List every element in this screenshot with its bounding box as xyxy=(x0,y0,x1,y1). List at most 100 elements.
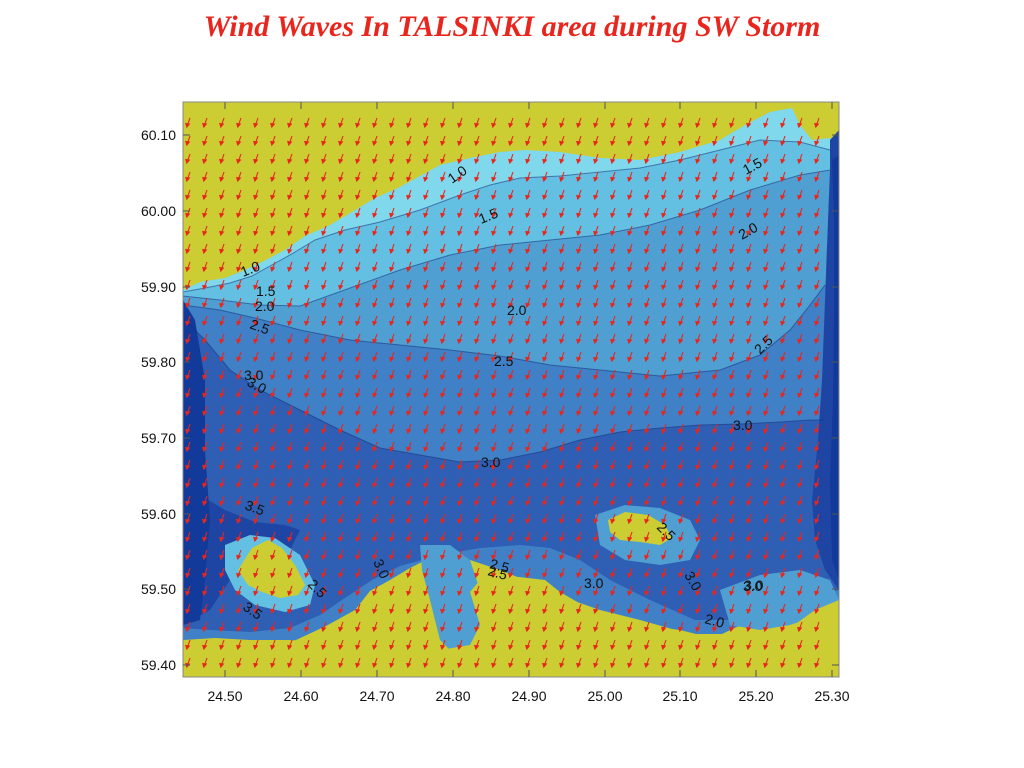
wind-arrow-head xyxy=(712,356,718,363)
wind-arrow-head xyxy=(321,482,327,489)
wind-arrow-head xyxy=(576,626,582,633)
wind-arrow-head xyxy=(576,410,582,417)
y-tick-label: 59.50 xyxy=(141,581,176,597)
wind-arrow-head xyxy=(542,410,548,417)
wind-arrow-head xyxy=(712,662,718,669)
wind-arrow-head xyxy=(746,158,752,165)
wind-arrow-head xyxy=(474,392,480,399)
wind-arrow-head xyxy=(746,626,752,633)
wind-arrow-head xyxy=(491,518,497,525)
wind-arrow-head xyxy=(406,572,412,579)
wind-arrow-head xyxy=(610,392,616,399)
wind-arrow-head xyxy=(338,446,344,453)
wind-arrow-head xyxy=(729,464,735,471)
wind-arrow-head xyxy=(236,446,242,453)
wind-arrow-head xyxy=(253,464,259,471)
wind-arrow-head xyxy=(457,356,463,363)
wind-arrow-head xyxy=(508,356,514,363)
wind-arrow-head xyxy=(321,554,327,561)
wind-arrow-head xyxy=(729,320,735,327)
wind-arrow-head xyxy=(763,428,769,435)
wind-arrow-head xyxy=(644,554,650,561)
wind-arrow-head xyxy=(610,266,616,273)
wind-arrow-head xyxy=(797,572,803,579)
contour-line-2-5 xyxy=(183,284,826,377)
wind-arrow-head xyxy=(542,590,548,597)
wind-arrow-head xyxy=(236,572,242,579)
wind-arrow-head xyxy=(491,446,497,453)
wind-arrow-head xyxy=(678,428,684,435)
wind-arrow-head xyxy=(236,140,242,147)
wind-arrow-head xyxy=(559,140,565,147)
wind-arrow-head xyxy=(185,212,191,219)
wind-arrow-head xyxy=(253,428,259,435)
wind-arrow-head xyxy=(236,626,242,633)
wind-arrow-head xyxy=(814,428,820,435)
wind-arrow-head xyxy=(644,410,650,417)
wind-arrow-head xyxy=(321,500,327,507)
wind-arrow-head xyxy=(746,374,752,381)
wind-arrow-head xyxy=(797,608,803,615)
wind-arrow-head xyxy=(559,284,565,291)
wind-arrow-head xyxy=(355,374,361,381)
wind-arrow-head xyxy=(338,158,344,165)
wind-arrow-head xyxy=(542,464,548,471)
wind-arrow-head xyxy=(406,500,412,507)
wind-arrow-head xyxy=(661,338,667,345)
wind-arrow-head xyxy=(508,662,514,669)
wind-arrow-head xyxy=(253,320,259,327)
wind-arrow-head xyxy=(542,482,548,489)
wind-arrow-head xyxy=(304,230,310,237)
wind-arrow-head xyxy=(814,248,820,255)
wind-arrow-head xyxy=(287,302,293,309)
wind-arrow-head xyxy=(236,590,242,597)
wind-arrow-head xyxy=(270,572,276,579)
wind-arrow-head xyxy=(440,410,446,417)
wind-arrow-head xyxy=(321,374,327,381)
wind-arrow-head xyxy=(253,662,259,669)
wind-arrow-head xyxy=(185,518,191,525)
wind-arrow-head xyxy=(474,464,480,471)
wind-arrow-head xyxy=(287,644,293,651)
wind-arrow-head xyxy=(610,608,616,615)
wind-arrow-head xyxy=(763,158,769,165)
wind-arrow-head xyxy=(440,212,446,219)
wind-arrow-head xyxy=(593,626,599,633)
wind-arrow-head xyxy=(525,284,531,291)
wind-arrow-head xyxy=(559,572,565,579)
wind-arrow-head xyxy=(661,176,667,183)
wind-arrow-head xyxy=(321,446,327,453)
x-tick-label: 24.50 xyxy=(207,688,242,704)
wind-arrow-head xyxy=(678,518,684,525)
wind-arrow-head xyxy=(661,626,667,633)
wind-arrow-head xyxy=(610,194,616,201)
wind-arrow-head xyxy=(389,392,395,399)
wind-arrow-head xyxy=(355,158,361,165)
wind-arrow-head xyxy=(253,518,259,525)
wind-arrow-head xyxy=(236,410,242,417)
wind-arrow-head xyxy=(253,374,259,381)
wind-arrow-head xyxy=(338,122,344,129)
wind-arrow-head xyxy=(508,608,514,615)
wind-arrow-head xyxy=(678,662,684,669)
wind-arrow-head xyxy=(797,626,803,633)
wind-arrow-head xyxy=(406,230,412,237)
wind-arrow-head xyxy=(457,572,463,579)
wind-arrow-head xyxy=(457,338,463,345)
wind-arrow-head xyxy=(253,158,259,165)
wind-arrow-head xyxy=(780,356,786,363)
wind-arrow-head xyxy=(559,158,565,165)
wind-arrow-head xyxy=(780,644,786,651)
wind-arrow-head xyxy=(746,122,752,129)
wind-arrow-head xyxy=(610,590,616,597)
wind-arrow-head xyxy=(712,518,718,525)
wind-arrow-head xyxy=(253,140,259,147)
wind-arrow-head xyxy=(525,428,531,435)
wind-arrow-head xyxy=(593,482,599,489)
wind-arrow-head xyxy=(508,320,514,327)
wind-arrow-head xyxy=(763,446,769,453)
wind-arrow-head xyxy=(491,266,497,273)
wind-arrow-head xyxy=(508,248,514,255)
wind-arrow-head xyxy=(389,662,395,669)
wind-arrow-head xyxy=(236,248,242,255)
